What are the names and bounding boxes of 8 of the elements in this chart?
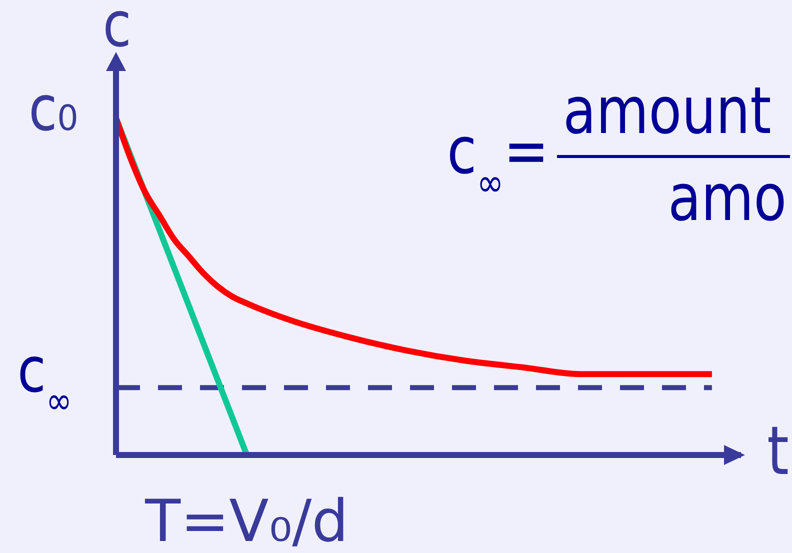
annotation: amount	[563, 74, 772, 150]
y-axis-title: c	[102, 0, 132, 62]
annotation: T=V₀/d	[144, 487, 348, 553]
annotation: amo	[668, 161, 787, 236]
ref-line-label: c$_{∞}$	[17, 334, 72, 424]
text: c₀	[28, 72, 78, 146]
annotation: c$_{∞}$=	[447, 114, 549, 206]
x-axis-title: t	[767, 412, 789, 490]
